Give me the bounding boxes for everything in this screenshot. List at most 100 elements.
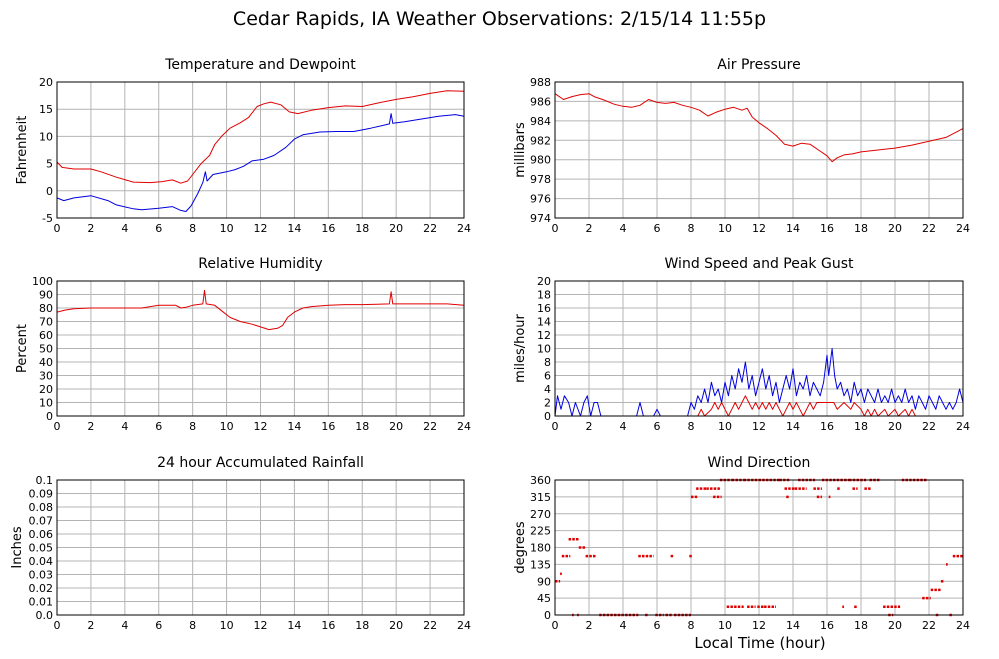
x-tick-label: 2 <box>586 619 593 632</box>
x-tick-label: 12 <box>254 420 268 433</box>
y-tick-label: 14 <box>537 316 551 329</box>
chart-title: Relative Humidity <box>198 256 322 272</box>
page-title: Cedar Rapids, IA Weather Observations: 2… <box>232 8 767 30</box>
y-tick-label: 978 <box>530 173 551 186</box>
y-tick-label: 0 <box>46 410 53 423</box>
x-tick-label: 16 <box>820 420 834 433</box>
y-tick-label: 16 <box>537 302 551 315</box>
y-axis-label: degrees <box>513 521 528 574</box>
x-tick-label: 24 <box>457 619 471 632</box>
chart-panel-1: 0 2 4 6 8 10 12 14 16 18 20 22 24-505101520Temperatu… <box>15 57 471 235</box>
x-tick-label: 0 <box>54 222 61 235</box>
x-tick-label: 22 <box>423 420 437 433</box>
chart-panel-2: 0 2 4 6 8 10 12 14 16 18 20 22 249749769789809829849… <box>513 57 970 235</box>
x-tick-label: 4 <box>620 619 627 632</box>
y-tick-label: 4 <box>544 383 551 396</box>
plot-frame <box>554 81 964 219</box>
y-axis-label: miles/hour <box>513 313 528 382</box>
x-tick-label: 10 <box>718 619 732 632</box>
x-tick-label: 22 <box>922 222 936 235</box>
x-tick-label: 6 <box>155 222 162 235</box>
x-tick-label: 12 <box>254 222 268 235</box>
series-line-red <box>56 90 465 184</box>
y-tick-label: 100 <box>32 275 53 288</box>
y-tick-label: 30 <box>39 370 53 383</box>
chart-title: Wind Direction <box>708 455 811 471</box>
y-tick-label: 986 <box>530 95 551 108</box>
x-tick-label: 16 <box>321 222 335 235</box>
x-tick-label: 20 <box>888 619 902 632</box>
x-tick-label: 8 <box>688 222 695 235</box>
x-tick-label: 4 <box>620 222 627 235</box>
y-tick-label: 45 <box>537 592 551 605</box>
x-tick-label: 24 <box>457 420 471 433</box>
chart-title: Air Pressure <box>717 57 800 73</box>
y-tick-label: -5 <box>42 212 53 225</box>
y-tick-label: 315 <box>530 491 551 504</box>
y-tick-label: 980 <box>530 154 551 167</box>
x-tick-label: 14 <box>786 222 800 235</box>
y-tick-label: 50 <box>39 343 53 356</box>
x-tick-label: 2 <box>87 222 94 235</box>
y-tick-label: 270 <box>530 508 551 521</box>
x-axis-title: Local Time (hour) <box>694 634 826 652</box>
y-tick-label: 15 <box>39 103 53 116</box>
y-tick-label: 0.0 <box>36 609 54 622</box>
y-tick-label: 135 <box>530 558 551 571</box>
y-tick-label: 982 <box>530 134 551 147</box>
x-tick-label: 18 <box>854 619 868 632</box>
y-tick-label: 360 <box>530 474 551 487</box>
plot-frame <box>554 479 964 616</box>
x-tick-label: 22 <box>922 619 936 632</box>
chart-title: 24 hour Accumulated Rainfall <box>157 455 364 471</box>
x-tick-label: 14 <box>786 420 800 433</box>
chart-panel-3: 0 2 4 6 8 10 12 14 16 18 20 22 240102030405060708090… <box>15 256 471 433</box>
x-tick-label: 24 <box>956 420 970 433</box>
chart-title: Wind Speed and Peak Gust <box>665 256 854 272</box>
x-tick-label: 2 <box>87 420 94 433</box>
x-tick-label: 10 <box>718 222 732 235</box>
x-tick-label: 24 <box>457 222 471 235</box>
y-tick-label: 0.05 <box>29 542 54 555</box>
x-tick-label: 24 <box>956 619 970 632</box>
x-tick-label: 14 <box>786 619 800 632</box>
x-tick-label: 12 <box>752 222 766 235</box>
y-tick-label: 0.02 <box>29 582 54 595</box>
chart-panel-6: 0 2 4 6 8 10 12 14 16 18 20 22 240459013518022527031… <box>513 455 970 632</box>
y-tick-label: 6 <box>544 370 551 383</box>
y-tick-label: 2 <box>544 397 551 410</box>
y-tick-label: 90 <box>537 575 551 588</box>
y-tick-label: 225 <box>530 525 551 538</box>
y-tick-label: 10 <box>39 130 53 143</box>
x-tick-label: 16 <box>820 619 834 632</box>
chart-panel-5: 0 2 4 6 8 10 12 14 16 18 20 22 240.00.010.020.030.04… <box>10 455 471 632</box>
x-tick-label: 14 <box>287 420 301 433</box>
y-tick-label: 0.08 <box>29 501 54 514</box>
x-tick-label: 20 <box>389 619 403 632</box>
y-tick-label: 0 <box>46 185 53 198</box>
plot-frame <box>56 81 465 219</box>
y-tick-label: 40 <box>39 356 53 369</box>
x-tick-label: 22 <box>922 420 936 433</box>
x-tick-label: 8 <box>688 619 695 632</box>
x-tick-label: 20 <box>389 222 403 235</box>
x-tick-label: 4 <box>620 420 627 433</box>
plot-frame <box>56 280 465 417</box>
x-tick-label: 18 <box>854 420 868 433</box>
x-tick-label: 22 <box>423 222 437 235</box>
x-tick-label: 2 <box>586 420 593 433</box>
x-tick-label: 18 <box>355 420 369 433</box>
y-tick-label: 0 <box>544 609 551 622</box>
x-tick-label: 4 <box>121 619 128 632</box>
x-tick-label: 8 <box>189 619 196 632</box>
x-tick-label: 8 <box>189 222 196 235</box>
y-tick-label: 984 <box>530 115 551 128</box>
y-tick-label: 0 <box>544 410 551 423</box>
x-tick-label: 24 <box>956 222 970 235</box>
series-line-red <box>56 289 465 331</box>
y-tick-label: 80 <box>39 302 53 315</box>
x-tick-label: 10 <box>220 222 234 235</box>
x-tick-label: 0 <box>552 420 559 433</box>
y-tick-label: 70 <box>39 316 53 329</box>
